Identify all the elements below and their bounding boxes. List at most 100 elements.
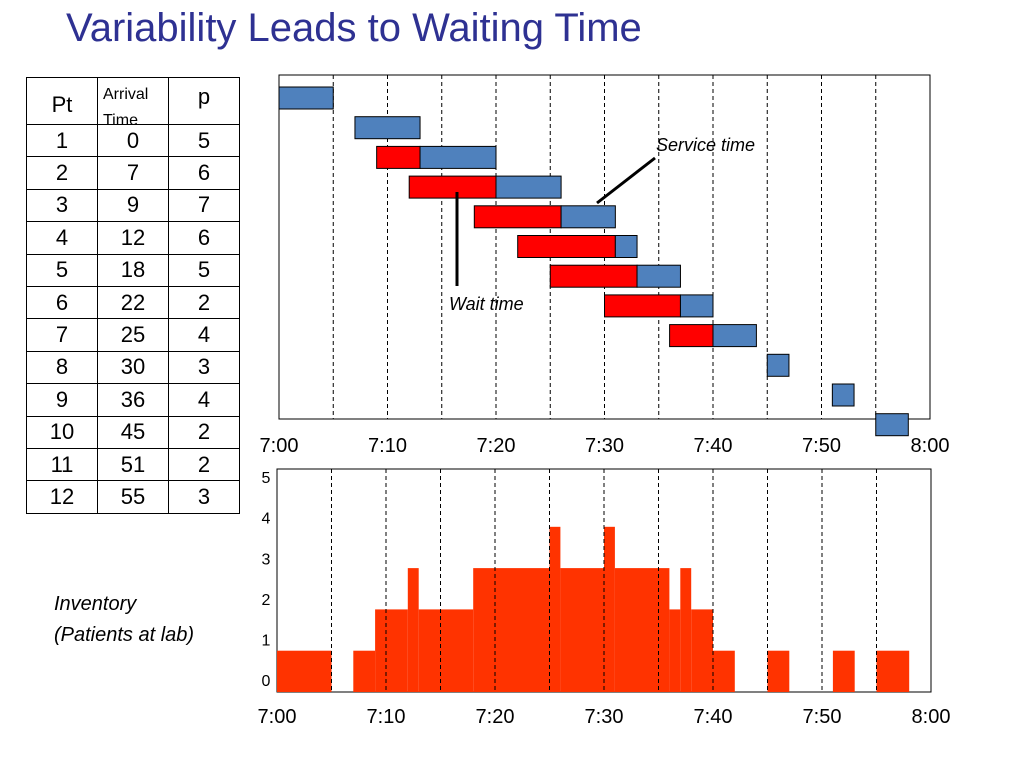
gantt-x-tick-label: 7:20 xyxy=(477,435,516,457)
table-row: 12 55 3 xyxy=(26,480,240,514)
inventory-y-tick-label: 3 xyxy=(262,551,271,568)
service-bar-1 xyxy=(278,86,334,110)
service-time-pointer xyxy=(596,156,656,205)
service-bar-9 xyxy=(712,324,757,348)
inventory-bar xyxy=(876,650,910,692)
cell-pt: 10 xyxy=(26,415,98,449)
table-row: 6 22 2 xyxy=(26,285,240,320)
inventory-bar xyxy=(418,609,474,692)
inventory-bar xyxy=(560,568,604,692)
inventory-bar xyxy=(375,609,408,692)
wait-bar-4 xyxy=(408,175,497,199)
inventory-x-tick-label: 7:40 xyxy=(694,706,733,728)
inventory-bar xyxy=(713,650,735,692)
inventory-label: Inventory (Patients at lab) xyxy=(54,589,194,651)
wait-bar-3 xyxy=(376,145,421,169)
cell-p: 6 xyxy=(168,221,240,255)
gantt-x-tick-label: 7:00 xyxy=(260,435,299,457)
wait-time-annotation: Wait time xyxy=(449,294,524,314)
inventory-x-tick-label: 7:10 xyxy=(367,706,406,728)
gantt-x-tick-label: 7:30 xyxy=(585,435,624,457)
cell-p: 2 xyxy=(168,415,240,449)
header-arrival-time: Arrival Time xyxy=(97,77,169,129)
inventory-bar xyxy=(407,568,419,692)
service-bar-5 xyxy=(560,205,616,229)
cell-pt: 7 xyxy=(26,318,98,352)
table-row: 11 51 2 xyxy=(26,447,240,482)
service-bar-2 xyxy=(354,116,421,140)
service-bar-12 xyxy=(875,413,909,437)
inventory-bar xyxy=(832,650,855,692)
inventory-bar xyxy=(669,609,681,692)
service-bar-3 xyxy=(419,145,497,169)
inventory-y-tick-label: 0 xyxy=(262,673,271,690)
inventory-y-tick-label: 4 xyxy=(262,511,271,528)
wait-bar-5 xyxy=(473,205,562,229)
cell-p: 7 xyxy=(168,188,240,223)
table-row: 10 45 2 xyxy=(26,415,240,449)
wait-bar-8 xyxy=(604,294,681,318)
inventory-x-tick-label: 7:20 xyxy=(476,706,515,728)
table-row: 8 30 3 xyxy=(26,350,240,385)
header-p: p xyxy=(168,77,240,125)
cell-arrival: 22 xyxy=(97,285,169,320)
inventory-x-tick-label: 8:00 xyxy=(912,706,951,728)
cell-pt: 1 xyxy=(26,123,98,158)
service-time-annotation: Service time xyxy=(656,135,755,155)
gantt-x-tick-label: 8:00 xyxy=(911,435,950,457)
inventory-y-tick-label: 5 xyxy=(262,470,271,487)
cell-arrival: 0 xyxy=(97,123,169,158)
cell-arrival: 51 xyxy=(97,447,169,482)
wait-bar-9 xyxy=(669,324,714,348)
inventory-bar xyxy=(549,526,561,692)
gantt-x-tick-label: 7:50 xyxy=(802,435,841,457)
cell-pt: 2 xyxy=(26,156,98,190)
wait-bar-7 xyxy=(549,264,638,288)
cell-p: 5 xyxy=(168,253,240,287)
inventory-bar xyxy=(277,650,332,692)
inventory-bar xyxy=(604,526,615,692)
inventory-x-tick-label: 7:00 xyxy=(258,706,297,728)
gantt-x-tick-label: 7:10 xyxy=(368,435,407,457)
service-bar-11 xyxy=(831,383,855,407)
inventory-y-tick-label: 1 xyxy=(262,632,271,649)
inventory-x-tick-label: 7:30 xyxy=(585,706,624,728)
inventory-bar xyxy=(691,609,713,692)
inventory-bar xyxy=(353,650,376,692)
inventory-label-line2: (Patients at lab) xyxy=(54,624,195,646)
service-bar-8 xyxy=(679,294,714,318)
cell-pt: 4 xyxy=(26,221,98,255)
service-bar-6 xyxy=(614,235,638,258)
inventory-label-line1: Inventory xyxy=(54,593,137,615)
table-row: 5 18 5 xyxy=(26,253,240,287)
cell-p: 2 xyxy=(168,285,240,320)
cell-pt: 5 xyxy=(26,253,98,287)
cell-pt: 6 xyxy=(26,285,98,320)
wait-bar-6 xyxy=(517,235,616,258)
inventory-bar xyxy=(614,568,670,692)
service-bar-10 xyxy=(766,353,790,377)
cell-p: 3 xyxy=(168,480,240,514)
patient-table: Pt Arrival Time p 1 0 5 2 7 6 3 9 7 4 12 6 5 18 5 6 22 2 7… xyxy=(26,77,240,514)
table-row: 7 25 4 xyxy=(26,318,240,352)
cell-pt: 12 xyxy=(26,480,98,514)
cell-arrival: 45 xyxy=(97,415,169,449)
inventory-bar xyxy=(680,568,692,692)
cell-p: 5 xyxy=(168,123,240,158)
inventory-bar xyxy=(767,650,790,692)
page-title: Variability Leads to Waiting Time xyxy=(66,6,642,50)
table-header-row: Pt Arrival Time p xyxy=(26,77,240,129)
cell-arrival: 25 xyxy=(97,318,169,352)
inventory-y-tick-label: 2 xyxy=(262,592,271,609)
service-bar-7 xyxy=(636,264,681,288)
inventory-bar xyxy=(473,568,550,692)
cell-p: 4 xyxy=(168,318,240,352)
cell-arrival: 55 xyxy=(97,480,169,514)
cell-p: 2 xyxy=(168,447,240,482)
gantt-x-tick-label: 7:40 xyxy=(694,435,733,457)
service-bar-4 xyxy=(495,175,562,199)
